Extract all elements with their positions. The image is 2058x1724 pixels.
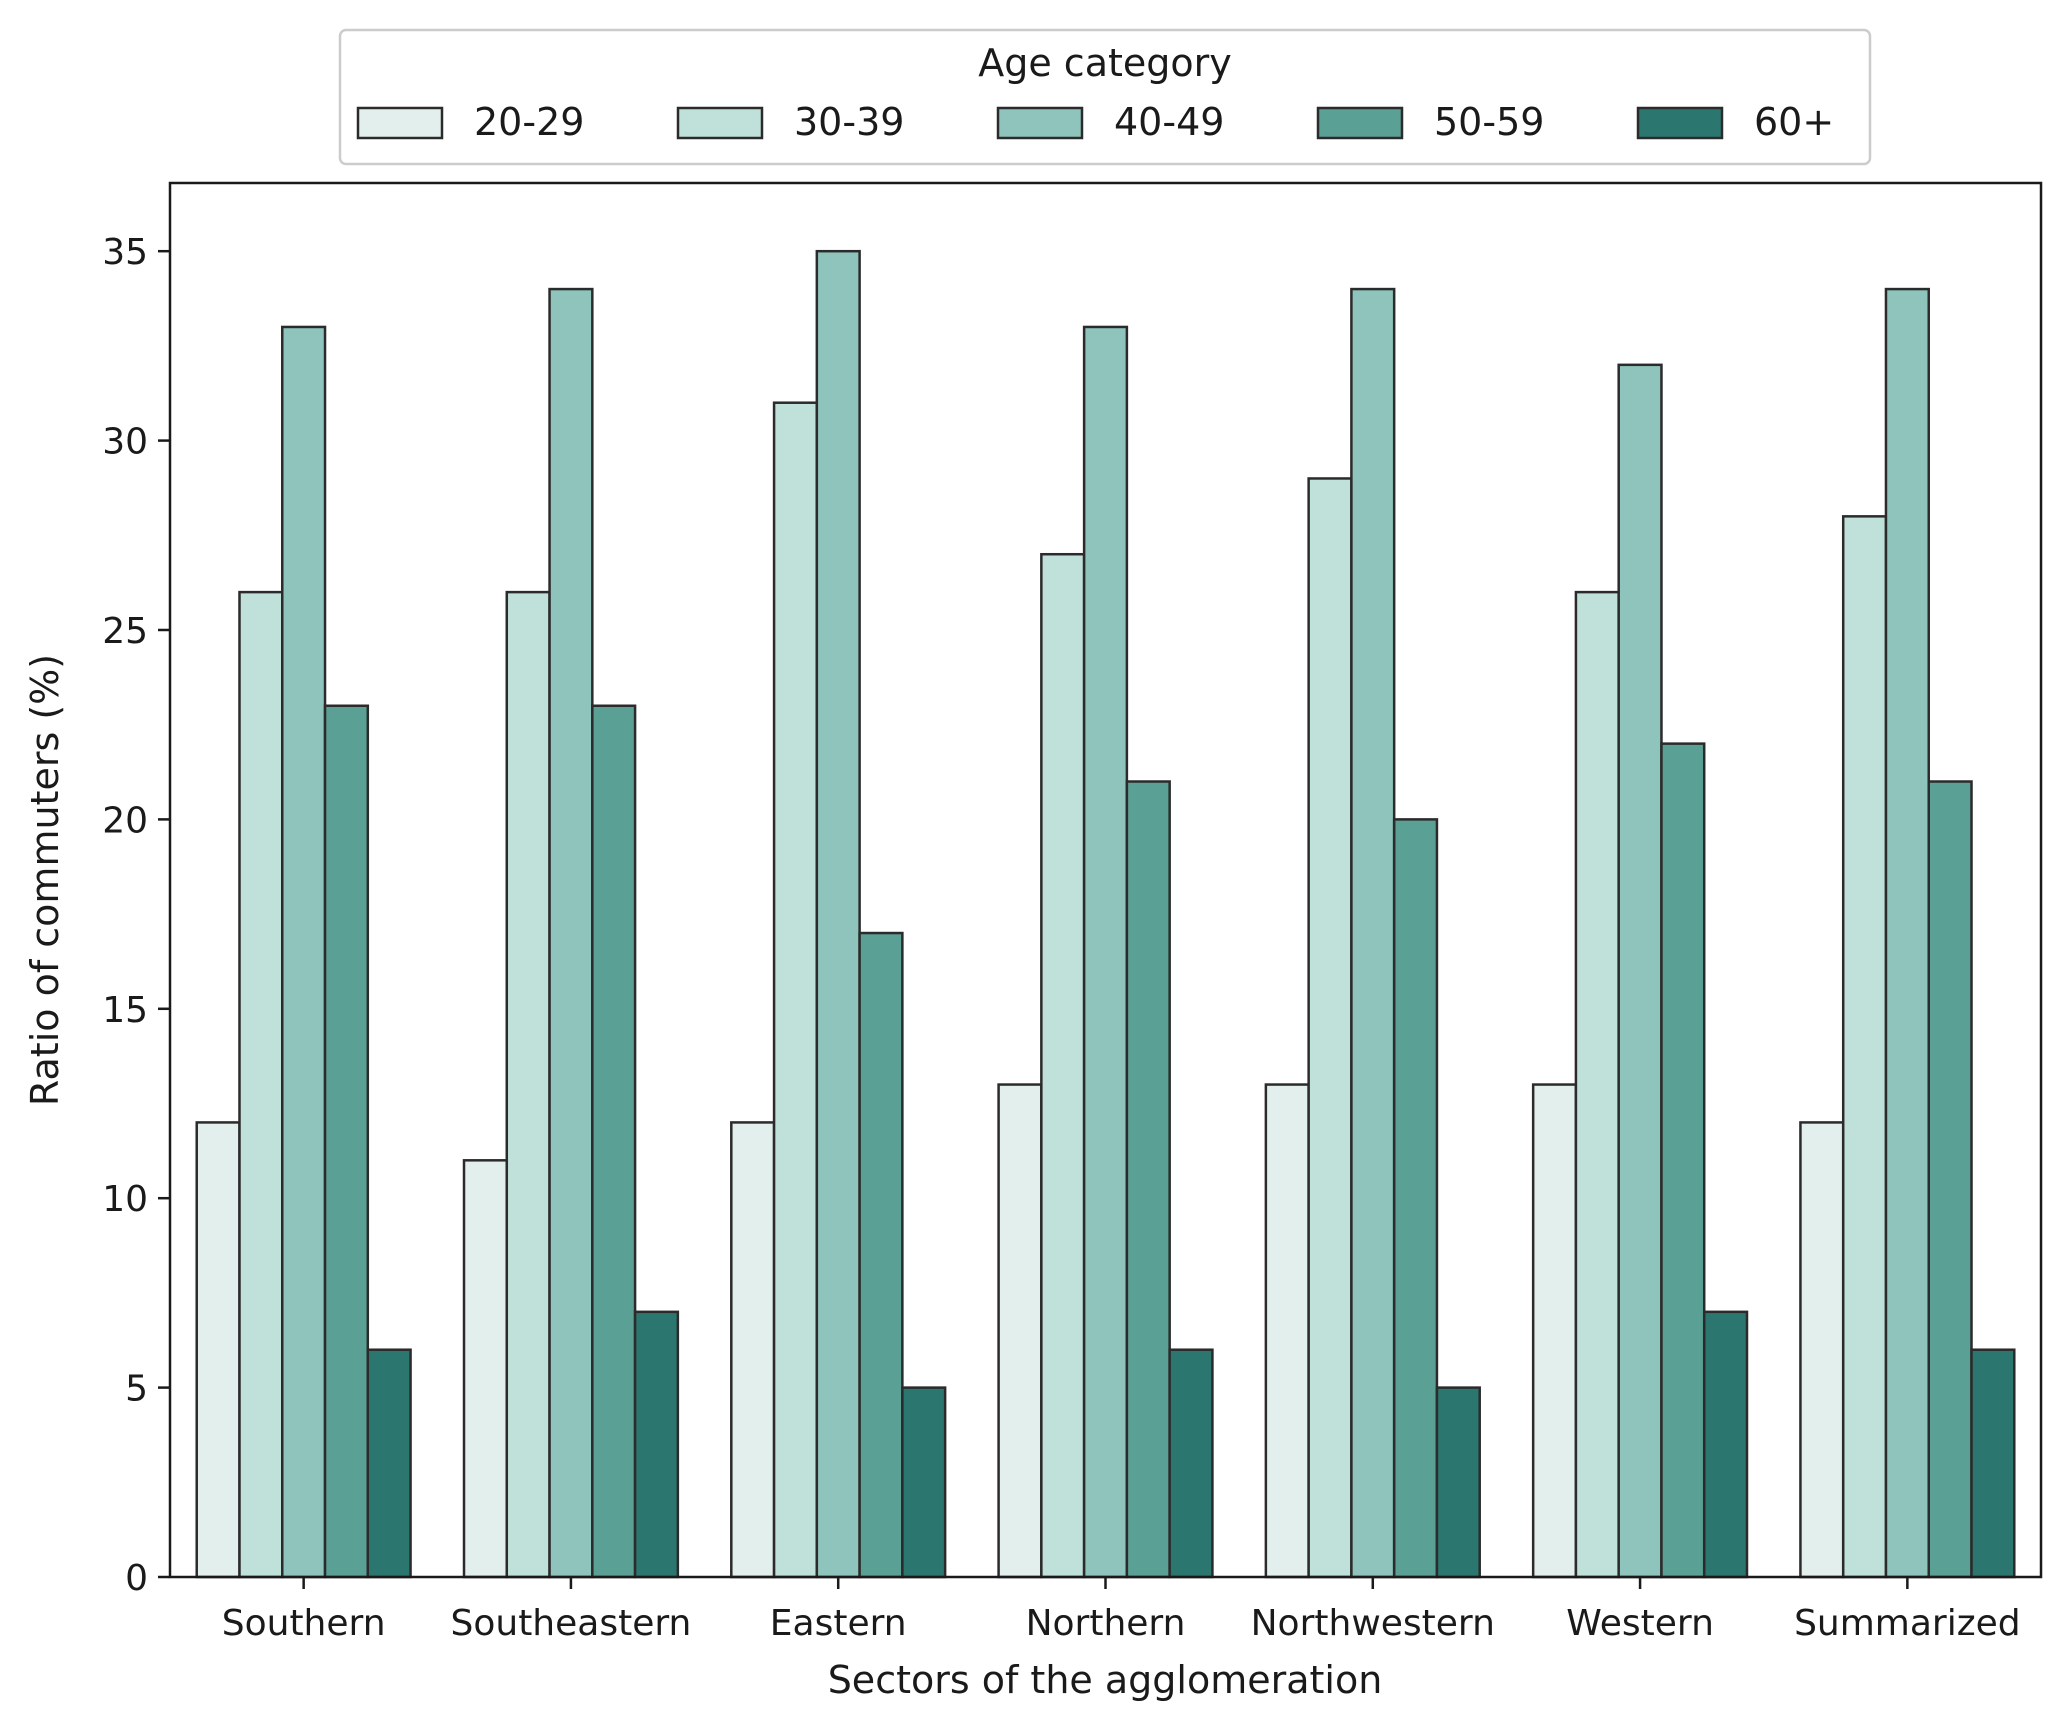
bar-40-49-northern bbox=[1082, 325, 1129, 1579]
bar-60plus-northern bbox=[1168, 1348, 1214, 1579]
bar-40-49-northwestern bbox=[1350, 287, 1396, 1579]
legend-swatch bbox=[1316, 106, 1404, 140]
bar-60plus-summarized bbox=[1970, 1348, 2016, 1579]
bar-30-39-southern bbox=[238, 590, 284, 1579]
y-tick-label: 30 bbox=[102, 422, 148, 463]
legend-swatch bbox=[996, 106, 1084, 140]
bar-30-39-northern bbox=[1040, 552, 1086, 1579]
x-tick-label: Southeastern bbox=[451, 1603, 692, 1644]
bar-50-59-summarized bbox=[1927, 780, 1973, 1579]
bar-50-59-western bbox=[1660, 742, 1706, 1579]
bar-50-59-eastern bbox=[858, 931, 904, 1579]
bar-50-59-southeastern bbox=[591, 704, 637, 1579]
x-axis: Southern Southeastern Eastern Northern North… bbox=[222, 1577, 2021, 1644]
y-tick-label: 25 bbox=[102, 611, 148, 652]
legend-label: 40-49 bbox=[1114, 100, 1224, 144]
bar-20-29-southeastern bbox=[462, 1159, 509, 1579]
legend-swatch bbox=[356, 106, 444, 140]
y-axis: 0 5 10 15 20 25 30 35 bbox=[102, 232, 170, 1599]
bar-20-29-eastern bbox=[730, 1121, 776, 1579]
x-tick-label: Eastern bbox=[770, 1603, 907, 1644]
y-tick-label: 15 bbox=[102, 990, 148, 1031]
legend-label: 50-59 bbox=[1434, 100, 1544, 144]
bar-40-49-summarized bbox=[1884, 287, 1930, 1579]
legend-label: 30-39 bbox=[794, 100, 904, 144]
y-tick-label: 0 bbox=[125, 1558, 148, 1599]
y-axis-label: Ratio of commuters (%) bbox=[23, 654, 67, 1106]
bar-30-39-eastern bbox=[772, 401, 819, 1579]
bar-60plus-southern bbox=[366, 1348, 412, 1579]
bar-50-59-southern bbox=[323, 704, 370, 1579]
bar-50-59-northern bbox=[1125, 780, 1171, 1579]
legend-swatch bbox=[676, 106, 764, 140]
bar-60plus-western bbox=[1702, 1310, 1749, 1579]
x-tick-label: Southern bbox=[222, 1603, 386, 1644]
x-axis-label: Sectors of the agglomeration bbox=[828, 1658, 1383, 1702]
x-tick-label: Western bbox=[1566, 1603, 1714, 1644]
bar-40-49-southern bbox=[281, 325, 327, 1579]
bar-30-39-western bbox=[1574, 590, 1620, 1579]
legend: Age category 20-29 30-39 40-49 50-59 60+ bbox=[338, 28, 1872, 166]
legend-swatch bbox=[1636, 106, 1724, 140]
legend-label: 60+ bbox=[1754, 100, 1834, 144]
x-tick-label: Summarized bbox=[1794, 1603, 2021, 1644]
y-tick-label: 10 bbox=[102, 1179, 148, 1220]
bar-20-29-western bbox=[1531, 1083, 1578, 1579]
bar-30-39-northwestern bbox=[1307, 477, 1353, 1579]
bar-40-49-western bbox=[1617, 363, 1663, 1579]
y-tick-label: 35 bbox=[102, 232, 148, 273]
legend-title: Age category bbox=[978, 41, 1232, 85]
bar-20-29-summarized bbox=[1799, 1121, 1845, 1579]
legend-items: 20-29 30-39 40-49 50-59 60+ bbox=[356, 100, 1834, 144]
bar-40-49-eastern bbox=[815, 249, 861, 1579]
x-tick-label: Northern bbox=[1026, 1603, 1186, 1644]
bar-20-29-southern bbox=[195, 1121, 241, 1579]
y-tick-label: 20 bbox=[102, 800, 148, 841]
bar-20-29-northern bbox=[997, 1083, 1043, 1579]
x-tick-label: Northwestern bbox=[1251, 1603, 1495, 1644]
y-tick-label: 5 bbox=[125, 1369, 148, 1410]
bar-60plus-northwestern bbox=[1435, 1386, 1481, 1579]
bar-60plus-eastern bbox=[901, 1386, 947, 1579]
legend-label: 20-29 bbox=[474, 100, 584, 144]
bar-40-49-southeastern bbox=[548, 287, 594, 1579]
bar-20-29-northwestern bbox=[1264, 1083, 1310, 1579]
bar-30-39-summarized bbox=[1841, 515, 1888, 1579]
bars-layer bbox=[195, 249, 2016, 1579]
bar-50-59-northwestern bbox=[1392, 818, 1439, 1579]
bar-60plus-southeastern bbox=[633, 1310, 680, 1579]
bar-30-39-southeastern bbox=[505, 590, 551, 1579]
